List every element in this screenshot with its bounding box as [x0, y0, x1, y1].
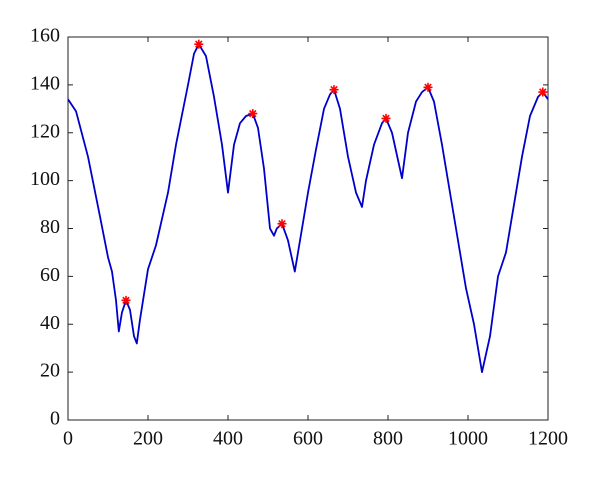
peak-marker	[423, 82, 433, 92]
peak-marker	[121, 295, 131, 305]
x-tick-label: 800	[373, 428, 403, 450]
y-tick-label: 100	[30, 168, 60, 190]
y-tick-label: 140	[30, 72, 60, 94]
x-tick-label: 400	[213, 428, 243, 450]
peak-marker	[194, 39, 204, 49]
y-tick-label: 80	[40, 216, 60, 238]
peak-marker	[538, 87, 548, 97]
y-tick-label: 120	[30, 120, 60, 142]
data-line	[67, 43, 549, 374]
peak-marker	[248, 109, 258, 119]
x-tick-label: 1000	[448, 428, 488, 450]
peak-marker	[381, 113, 391, 123]
y-tick-label: 160	[30, 25, 60, 47]
x-tick-label: 1200	[528, 428, 568, 450]
x-tick-label: 600	[293, 428, 323, 450]
y-tick-label: 0	[50, 408, 60, 430]
peak-marker	[277, 219, 287, 229]
y-tick-label: 20	[40, 360, 60, 382]
y-tick-label: 60	[40, 264, 60, 286]
peak-marker	[329, 85, 339, 95]
plot-frame	[67, 36, 549, 421]
y-tick-label: 40	[40, 312, 60, 334]
x-tick-label: 200	[133, 428, 163, 450]
x-tick-label: 0	[63, 428, 73, 450]
